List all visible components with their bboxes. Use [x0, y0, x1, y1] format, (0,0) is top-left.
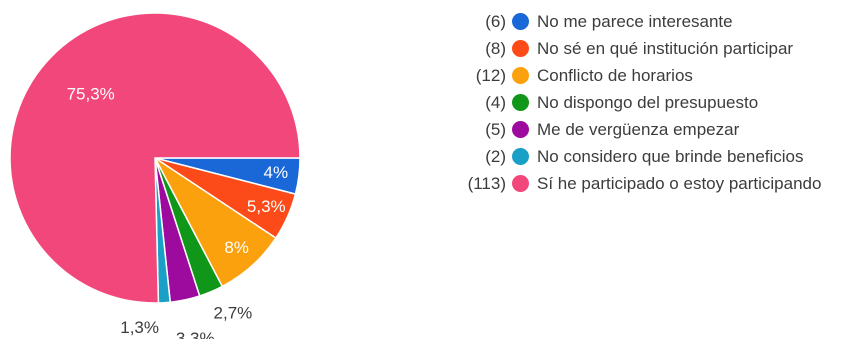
legend-label: No dispongo del presupuesto	[537, 92, 759, 112]
legend-swatch-purple	[512, 121, 529, 138]
legend-item: (113) Sí he participado o estoy particip…	[468, 170, 858, 197]
legend: (6) No me parece interesante (8) No sé e…	[468, 8, 858, 197]
legend-item: (6) No me parece interesante	[468, 8, 858, 35]
legend-swatch-blue	[512, 13, 529, 30]
legend-label: No considero que brinde beneficios	[537, 146, 804, 166]
legend-swatch-teal	[512, 148, 529, 165]
legend-swatch-green	[512, 94, 529, 111]
slice-data-label: 5,3%	[247, 197, 286, 216]
legend-swatch-orange	[512, 67, 529, 84]
legend-label: No sé en qué institución participar	[537, 38, 794, 58]
legend-count: (12)	[475, 65, 506, 85]
legend-swatch-pink	[512, 175, 529, 192]
legend-item: (2) No considero que brinde beneficios	[468, 143, 858, 170]
legend-label: Me de vergüenza empezar	[537, 119, 740, 139]
legend-item: (8) No sé en qué institución participar	[468, 35, 858, 62]
legend-item: (12) Conflicto de horarios	[468, 62, 858, 89]
legend-swatch-red	[512, 40, 529, 57]
legend-count: (2)	[485, 146, 506, 166]
legend-count: (5)	[485, 119, 506, 139]
legend-count: (8)	[485, 38, 506, 58]
legend-label: Conflicto de horarios	[537, 65, 693, 85]
legend-count: (113)	[467, 173, 506, 193]
slice-data-label: 3,3%	[176, 329, 215, 339]
legend-label: No me parece interesante	[537, 11, 733, 31]
slice-data-label: 1,3%	[120, 318, 159, 337]
pie-slice	[9, 12, 301, 304]
slice-data-label: 8%	[224, 238, 249, 257]
legend-item: (4) No dispongo del presupuesto	[468, 89, 858, 116]
slice-data-label: 2,7%	[214, 304, 253, 323]
legend-count: (6)	[485, 11, 506, 31]
legend-label: Sí he participado o estoy participando	[537, 173, 822, 193]
slice-data-label: 4%	[264, 163, 289, 182]
legend-item: (5) Me de vergüenza empezar	[468, 116, 858, 143]
slice-data-label: 75,3%	[67, 85, 115, 104]
legend-count: (4)	[485, 92, 506, 112]
